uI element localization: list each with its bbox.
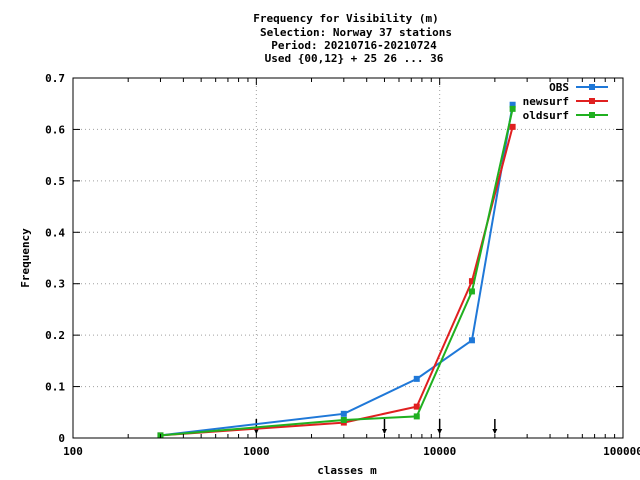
y-tick-label: 0.5 (45, 175, 65, 188)
series-line-OBS (160, 104, 514, 437)
legend-label-OBS: OBS (549, 81, 569, 94)
y-axis-ticks: 0 0.1 0.2 0.3 0.4 0.5 0.6 0.7 (45, 72, 623, 445)
class-limit-arrowhead (492, 429, 498, 434)
y-tick-label: 0.3 (45, 278, 65, 291)
x-tick-label: 1000 (243, 445, 270, 458)
data-point-oldsurf (413, 413, 420, 420)
data-point-OBS (468, 337, 475, 344)
y-tick-label: 0.4 (45, 226, 65, 239)
data-point-OBS (413, 375, 420, 382)
y-tick-label: 0.1 (45, 381, 65, 394)
title-line-3: Period: 20210716-20210724 (271, 39, 437, 52)
x-axis-label: classes m (317, 464, 377, 477)
legend-marker-OBS (589, 84, 595, 90)
class-limit-markers (253, 419, 498, 434)
title-line-4: Used {00,12} + 25 26 ... 36 (265, 52, 444, 65)
class-limit-arrowhead (381, 429, 387, 434)
data-point-oldsurf (468, 288, 475, 295)
data-point-OBS (509, 101, 516, 108)
grid (73, 78, 623, 438)
data-point-newsurf (413, 403, 420, 410)
series-line-newsurf (160, 126, 514, 437)
data-point-OBS (340, 410, 347, 417)
title-line-1: Frequency for Visibility (m) (253, 12, 438, 25)
data-point-oldsurf (340, 417, 347, 423)
y-axis-label: Frequency (19, 228, 32, 288)
x-tick-label: 100 (63, 445, 83, 458)
legend-marker-newsurf (589, 98, 595, 104)
title-line-2: Selection: Norway 37 stations (260, 26, 452, 39)
y-tick-label: 0.2 (45, 329, 65, 342)
y-tick-label: 0.7 (45, 72, 65, 85)
legend-label-oldsurf: oldsurf (523, 109, 569, 122)
series (157, 101, 516, 439)
x-tick-label: 10000 (423, 445, 456, 458)
x-tick-label: 100000 (603, 445, 640, 458)
plot-frame (72, 77, 624, 439)
data-point-newsurf (509, 123, 516, 130)
chart-title: Frequency for Visibility (m) Selection: … (253, 12, 452, 65)
legend-label-newsurf: newsurf (523, 95, 569, 108)
legend-marker-oldsurf (589, 112, 595, 118)
data-point-oldsurf (509, 105, 516, 112)
y-tick-label: 0.6 (45, 123, 65, 136)
x-axis-ticks: 100 1000 10000 100000 (63, 78, 640, 458)
data-point-newsurf (468, 278, 475, 285)
y-tick-label: 0 (58, 432, 65, 445)
